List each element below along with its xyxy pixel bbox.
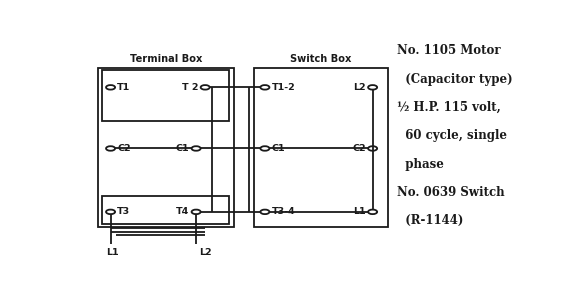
Text: T1-2: T1-2: [272, 83, 296, 92]
Text: 60 cycle, single: 60 cycle, single: [397, 129, 506, 142]
Text: L2: L2: [199, 248, 211, 257]
Text: phase: phase: [397, 158, 443, 171]
Bar: [98, 68, 234, 227]
Text: (Capacitor type): (Capacitor type): [397, 73, 512, 86]
Text: L1: L1: [106, 248, 119, 257]
Text: No. 1105 Motor: No. 1105 Motor: [397, 44, 500, 57]
Bar: [254, 68, 388, 227]
Text: (R-1144): (R-1144): [397, 214, 463, 227]
Text: T 2: T 2: [182, 83, 199, 92]
Text: T3: T3: [117, 207, 130, 216]
Bar: [102, 70, 229, 121]
Text: T4: T4: [176, 207, 189, 216]
Text: T3-4: T3-4: [272, 207, 296, 216]
Text: L2: L2: [353, 83, 366, 92]
Text: ½ H.P. 115 volt,: ½ H.P. 115 volt,: [397, 101, 500, 114]
Text: T1: T1: [117, 83, 131, 92]
Text: C1: C1: [272, 144, 286, 153]
Text: Switch Box: Switch Box: [290, 54, 352, 64]
Text: C2: C2: [352, 144, 366, 153]
Bar: [102, 196, 229, 224]
Text: C2: C2: [117, 144, 131, 153]
Text: No. 0639 Switch: No. 0639 Switch: [397, 186, 504, 199]
Text: Terminal Box: Terminal Box: [130, 54, 202, 64]
Text: C1: C1: [176, 144, 189, 153]
Text: L1: L1: [353, 207, 366, 216]
